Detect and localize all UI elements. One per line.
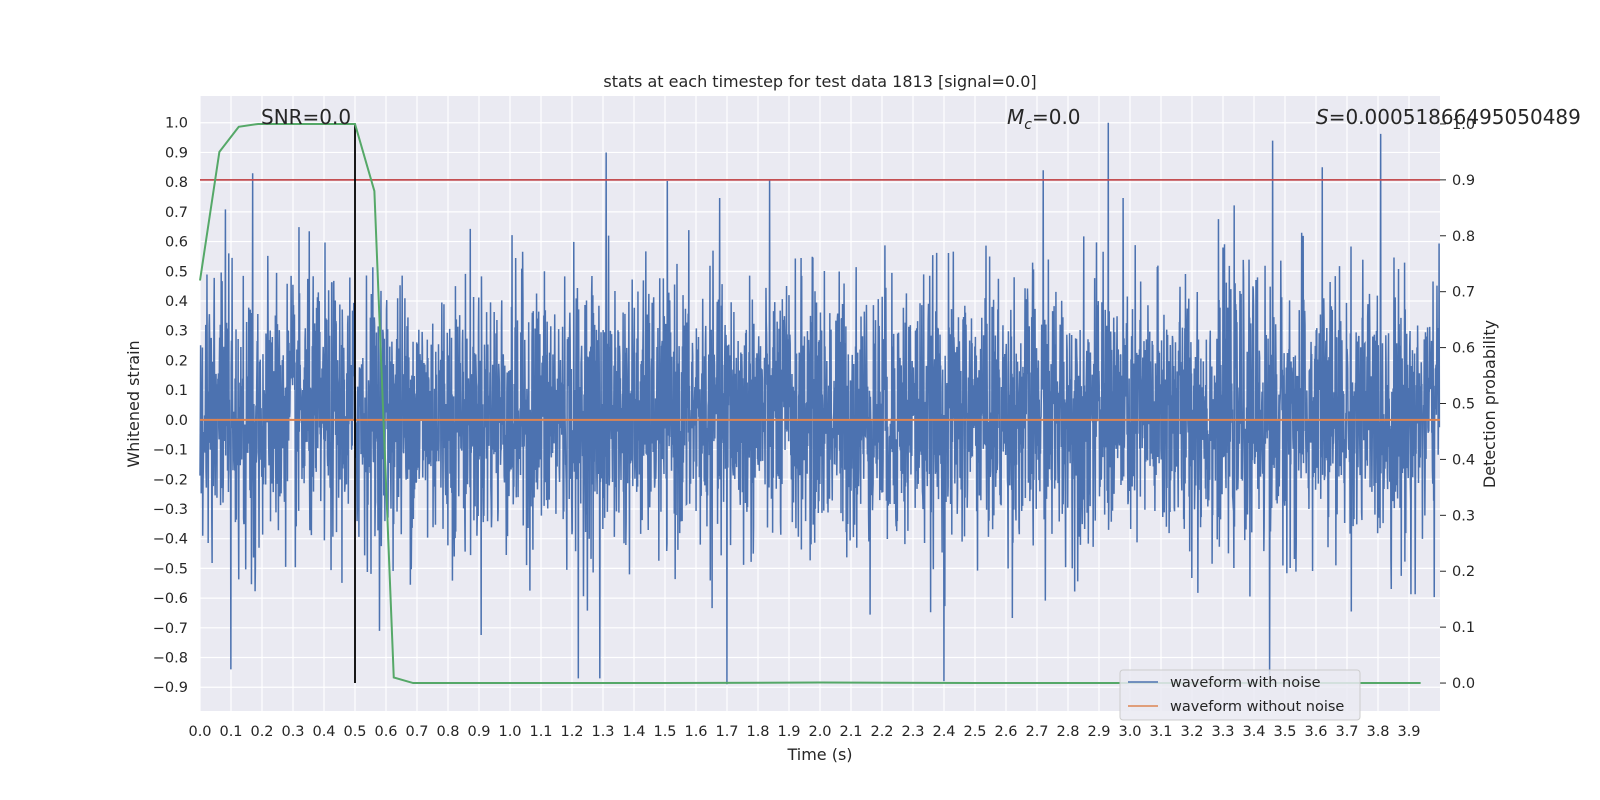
y-tick-label: 0.6 [165, 235, 188, 251]
x-tick-label: 1.3 [591, 724, 614, 740]
x-tick-label: 0.3 [281, 724, 304, 740]
y-tick-label: −0.6 [153, 591, 188, 607]
x-tick-label: 0.7 [405, 724, 428, 740]
y-tick-label: 0.1 [165, 383, 188, 399]
y-tick-label: −0.3 [153, 502, 188, 518]
probability-series [199, 122, 1421, 685]
y2-tick-label: 0.2 [1452, 564, 1475, 580]
x-tick-label: 3.8 [1366, 724, 1389, 740]
x-tick-label: 2.5 [963, 724, 986, 740]
x-axis-label: Time (s) [786, 745, 852, 764]
y2-tick-label: 0.6 [1452, 341, 1475, 357]
x-tick-label: 2.8 [1056, 724, 1079, 740]
mc-value: =0.0 [1032, 105, 1081, 129]
y-tick-label: 0.0 [165, 413, 188, 429]
x-tick-label: 3.7 [1335, 724, 1358, 740]
x-tick-label: 2.7 [1025, 724, 1048, 740]
x-tick-label: 0.9 [467, 724, 490, 740]
legend-label-clean: waveform without noise [1170, 699, 1344, 715]
mc-subscript: c [1024, 117, 1032, 133]
x-tick-label: 3.2 [1180, 724, 1203, 740]
y2-tick-label: 0.4 [1452, 452, 1475, 468]
y2-tick-label: 0.9 [1452, 173, 1475, 189]
x-tick-label: 1.6 [684, 724, 707, 740]
x-tick-label: 0.4 [312, 724, 335, 740]
x-tick-label: 3.4 [1242, 724, 1265, 740]
x-tick-label: 1.7 [715, 724, 738, 740]
y-tick-label: −0.5 [153, 561, 188, 577]
x-tick-label: 2.9 [1087, 724, 1110, 740]
x-tick-label: 3.9 [1397, 724, 1420, 740]
reference-lines [200, 123, 1440, 684]
y2-tick-label: 0.7 [1452, 285, 1475, 301]
y2-tick-label: 0.3 [1452, 508, 1475, 524]
s-value: =0.00051866495050489 [1329, 105, 1581, 129]
y-tick-label: 0.9 [165, 145, 188, 161]
y-tick-labels: 1.0 0.9 0.8 0.7 0.6 0.5 0.4 0.3 0.2 0.1 0.0 −0.1 −0.… [153, 116, 188, 696]
legend-label-noise: waveform with noise [1170, 675, 1321, 691]
legend-box [1119, 669, 1361, 721]
chirp-mass-annotation: Mc=0.0 [1007, 105, 1081, 133]
x-tick-label: 2.3 [901, 724, 924, 740]
s-symbol: S [1316, 105, 1329, 129]
x-tick-labels: 0.0 0.1 0.2 0.3 0.4 0.5 0.6 0.7 0.8 0.9 1.0 1.1 1.2 1… [188, 724, 1420, 740]
x-tick-label: 0.1 [219, 724, 242, 740]
x-tick-label: 1.4 [622, 724, 645, 740]
x-tick-label: 2.2 [870, 724, 893, 740]
y-tick-label: 0.2 [165, 353, 188, 369]
s-annotation: S=0.00051866495050489 [1316, 105, 1581, 129]
x-tick-label: 3.1 [1149, 724, 1172, 740]
y2-tick-label: 0.5 [1452, 397, 1475, 413]
x-tick-label: 2.0 [808, 724, 831, 740]
x-tick-label: 3.5 [1273, 724, 1296, 740]
x-tick-label: 1.0 [498, 724, 521, 740]
y-tick-label: −0.4 [153, 532, 188, 548]
y-tick-label: 0.4 [165, 294, 188, 310]
mc-symbol: M [1007, 105, 1024, 129]
y2-tick-label: 0.8 [1452, 229, 1475, 245]
x-tick-label: 2.4 [932, 724, 955, 740]
y-tick-label: 0.7 [165, 205, 188, 221]
y2-tick-label: 1.0 [1452, 117, 1475, 133]
y-tick-label: 0.3 [165, 324, 188, 340]
probability-series-line [199, 122, 1421, 685]
x-tick-label: 3.6 [1304, 724, 1327, 740]
x-tick-label: 2.6 [994, 724, 1017, 740]
y-tick-label: 0.8 [165, 175, 188, 191]
x-tick-label: 1.1 [529, 724, 552, 740]
x-tick-label: 0.2 [250, 724, 273, 740]
y2-tick-labels: 1.0 0.9 0.8 0.7 0.6 0.5 0.4 0.3 0.2 0.1 0.0 [1440, 117, 1475, 692]
y-tick-label: 0.5 [165, 264, 188, 280]
x-tick-label: 0.0 [188, 724, 211, 740]
y-tick-label: −0.8 [153, 651, 188, 667]
y-tick-label: −0.1 [153, 443, 188, 459]
y2-tick-label: 0.1 [1452, 620, 1475, 636]
y-axis-label: Whitened strain [124, 340, 143, 467]
noise-series [199, 122, 1441, 685]
x-tick-label: 0.8 [436, 724, 459, 740]
x-tick-label: 1.5 [653, 724, 676, 740]
snr-annotation: SNR=0.0 [261, 105, 351, 129]
y2-tick-label: 0.0 [1452, 676, 1475, 692]
y-tick-label: −0.2 [153, 472, 188, 488]
x-tick-label: 0.5 [343, 724, 366, 740]
y-tick-label: −0.7 [153, 621, 188, 637]
y2-axis-label: Detection probability [1480, 320, 1499, 488]
y-tick-label: 1.0 [165, 116, 188, 132]
x-tick-label: 0.6 [374, 724, 397, 740]
legend: waveform with noise waveform without noi… [1119, 669, 1361, 721]
x-tick-label: 2.1 [839, 724, 862, 740]
y-tick-label: −0.9 [153, 680, 188, 696]
x-tick-label: 3.0 [1118, 724, 1141, 740]
x-tick-label: 1.2 [560, 724, 583, 740]
x-tick-label: 1.8 [746, 724, 769, 740]
noise-series-line [199, 122, 1441, 685]
chart-title: stats at each timestep for test data 181… [603, 72, 1036, 91]
x-tick-label: 1.9 [777, 724, 800, 740]
x-tick-label: 3.3 [1211, 724, 1234, 740]
